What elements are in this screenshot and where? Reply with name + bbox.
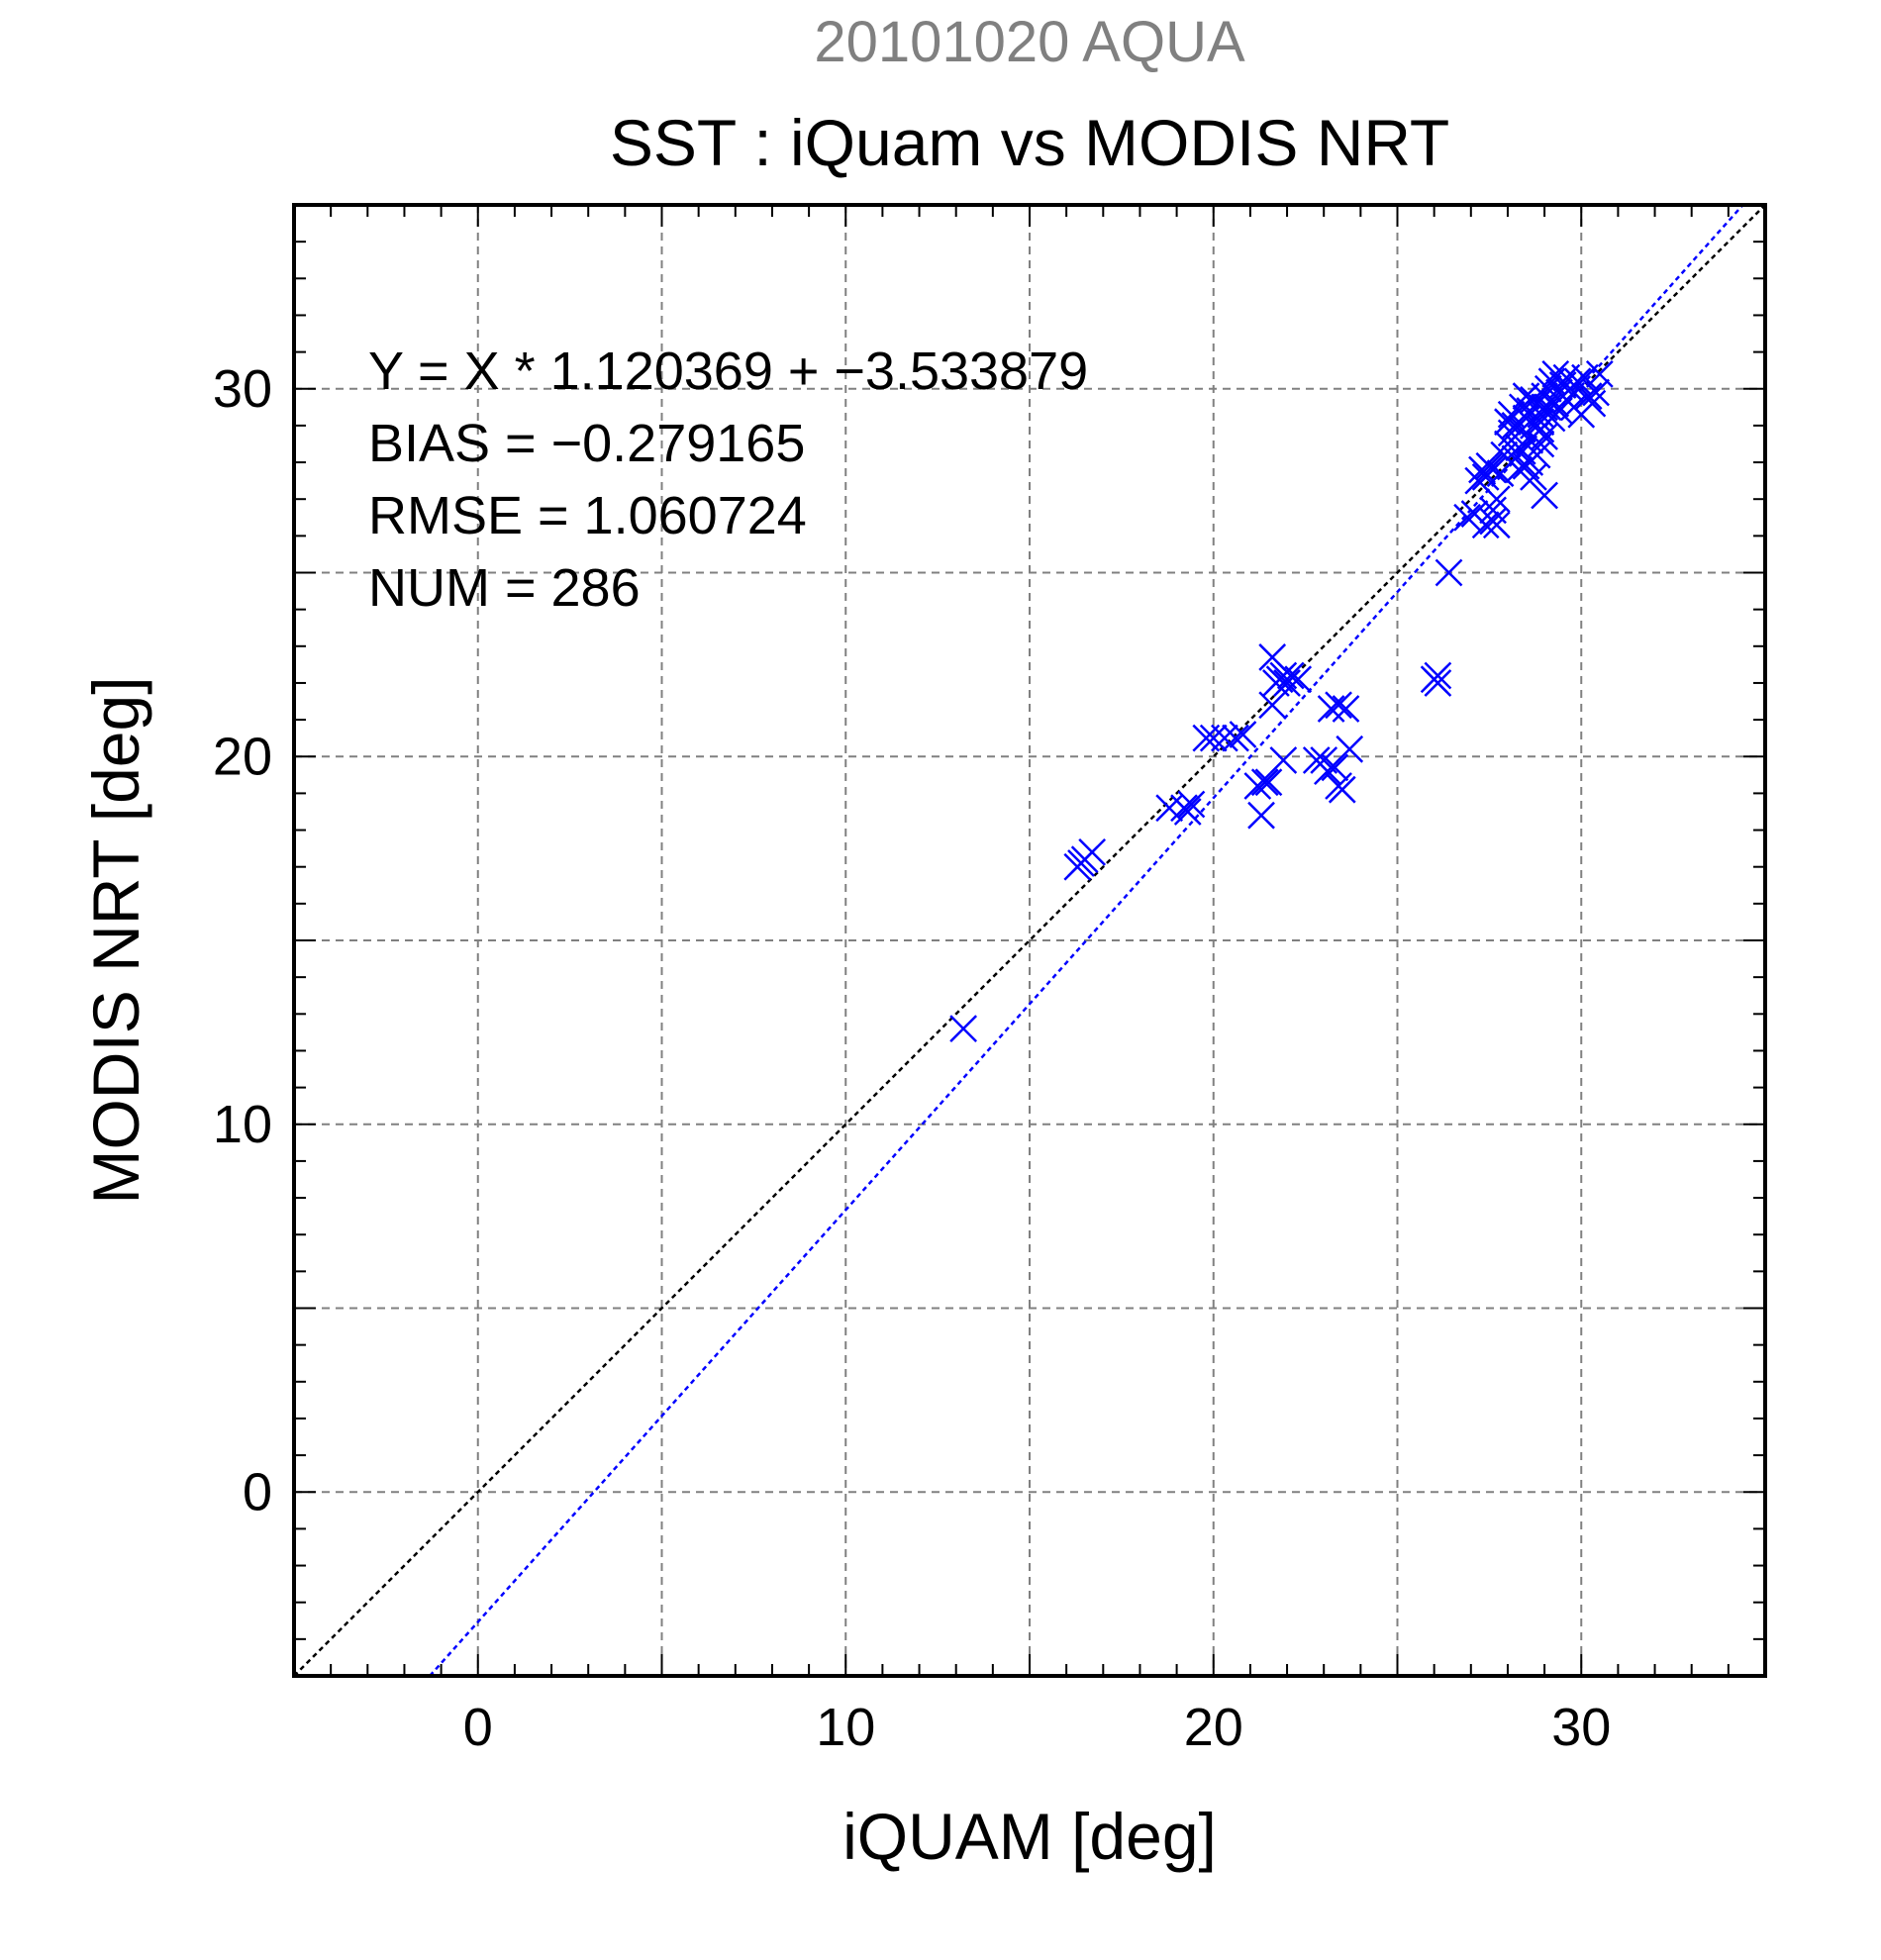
y-axis-label: MODIS NRT [deg] [79,676,152,1204]
x-tick-label: 0 [463,1698,493,1757]
data-point [1520,463,1547,491]
data-point [1531,481,1558,510]
y-tick-label: 0 [243,1462,272,1521]
data-point [1229,721,1257,748]
x-tick-label: 30 [1551,1698,1611,1757]
data-point [1173,798,1202,826]
data-point [1552,363,1581,392]
data-point [1273,669,1301,697]
data-point [1328,775,1356,804]
chart-title: 20101020 AQUA [814,10,1245,74]
data-point [1501,412,1530,440]
data-point [1325,691,1352,720]
stats-line: Y = X * 1.120369 + −3.533879 [368,342,1088,401]
data-point [1468,455,1496,484]
data-point [1177,790,1206,819]
data-point [1254,768,1283,797]
data-point [1582,378,1610,407]
data-point [1250,768,1279,797]
data-point [1258,691,1287,720]
data-point [1453,503,1481,532]
data-point [1527,430,1555,458]
data-point [1574,382,1603,411]
data-point [1067,849,1095,877]
data-point [1531,393,1558,422]
x-tick-label: 10 [816,1698,875,1757]
data-point [1269,746,1298,774]
stats-line: NUM = 286 [368,558,641,618]
data-point [1222,724,1249,752]
data-point [1243,772,1272,800]
data-point [1199,724,1228,752]
data-point [1336,735,1364,763]
data-point [1155,794,1184,823]
data-point [1508,438,1536,465]
data-point [1321,753,1349,782]
data-point [1541,360,1570,388]
data-point [1471,511,1500,539]
data-point [1420,665,1448,694]
data-point [1479,455,1507,484]
data-point [1479,496,1507,525]
data-point [1276,661,1305,690]
data-points [949,360,1614,1043]
data-point [1435,558,1463,587]
y-tick-label: 10 [213,1095,272,1154]
data-point [1464,466,1493,495]
x-tick-label: 20 [1184,1698,1243,1757]
y-tick-label: 20 [213,727,272,786]
data-point [1314,757,1341,785]
data-point [1512,382,1540,411]
chart-subtitle: SST : iQuam vs MODIS NRT [610,106,1449,179]
data-point [1585,360,1614,388]
stats-annotation: Y = X * 1.120369 + −3.533879 BIAS = −0.27… [368,342,1088,618]
data-point [1317,695,1345,723]
data-point [1332,695,1360,723]
stats-line: RMSE = 1.060724 [368,486,807,545]
stats-line: BIAS = −0.279165 [368,414,805,473]
data-point [1284,665,1313,694]
tick-labels: 0 10 20 30 0 10 20 30 [213,359,1611,1757]
data-point [1247,801,1275,830]
data-point [949,1015,978,1043]
data-point [1563,367,1592,396]
data-point [1211,724,1238,752]
x-axis-label: iQUAM [deg] [842,1800,1217,1873]
plot-frame [292,203,1767,1678]
y-tick-label: 30 [213,359,272,419]
data-point [1578,389,1607,418]
grid-lines [294,205,1765,1676]
